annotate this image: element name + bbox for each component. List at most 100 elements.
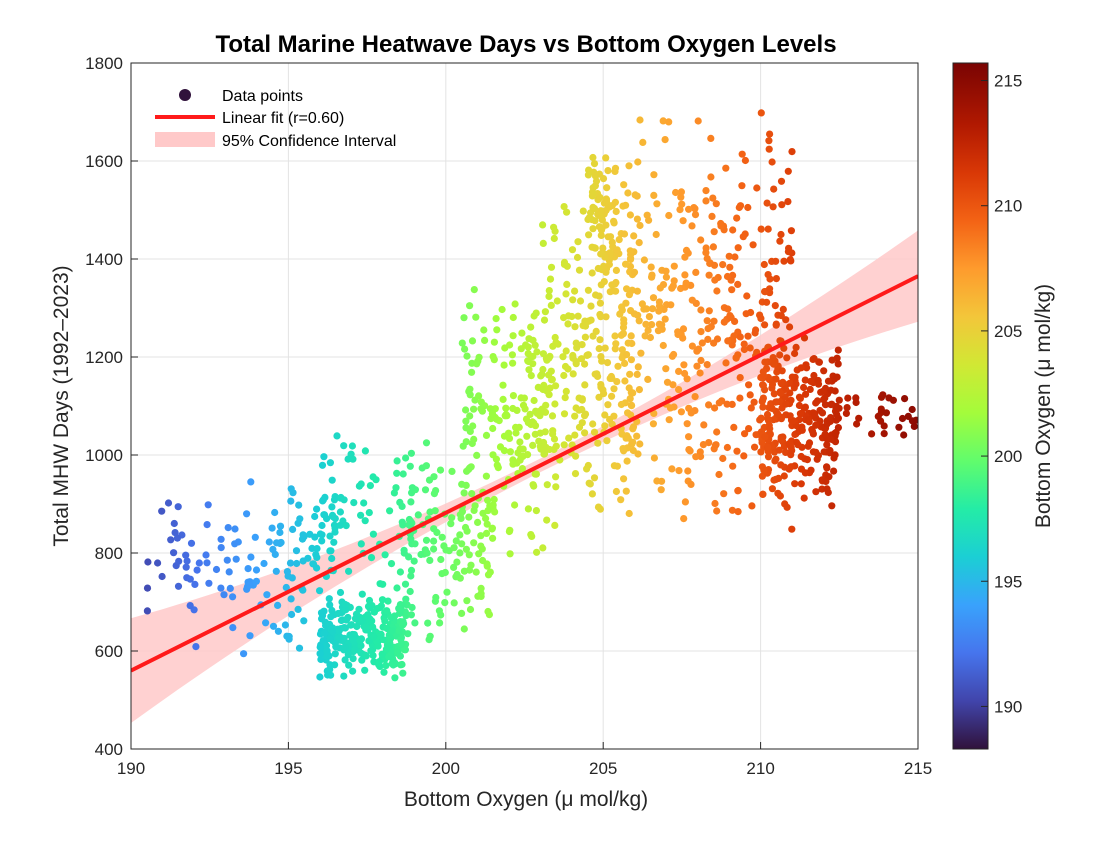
data-point bbox=[426, 556, 434, 565]
data-point bbox=[722, 359, 730, 367]
data-point bbox=[597, 207, 605, 215]
data-point bbox=[554, 340, 562, 348]
data-point bbox=[821, 401, 830, 409]
data-point bbox=[765, 145, 773, 153]
data-point bbox=[634, 450, 642, 458]
data-point bbox=[703, 317, 711, 325]
data-point bbox=[397, 636, 405, 644]
data-point bbox=[486, 568, 494, 576]
data-point bbox=[650, 171, 658, 179]
data-point bbox=[581, 317, 589, 325]
data-point bbox=[794, 441, 802, 449]
data-point bbox=[456, 531, 464, 539]
data-point bbox=[853, 420, 861, 428]
data-point bbox=[391, 674, 399, 682]
data-point bbox=[513, 406, 521, 414]
data-point bbox=[309, 560, 318, 568]
data-point bbox=[430, 525, 438, 533]
data-point bbox=[475, 353, 483, 361]
data-point bbox=[295, 501, 303, 509]
data-point bbox=[640, 256, 649, 264]
data-point bbox=[571, 323, 579, 331]
data-point bbox=[589, 191, 597, 199]
data-point bbox=[441, 599, 449, 607]
data-point bbox=[691, 393, 699, 401]
data-point bbox=[405, 521, 413, 529]
data-point bbox=[313, 505, 321, 513]
data-point bbox=[635, 317, 643, 325]
data-point bbox=[203, 559, 211, 567]
data-point bbox=[469, 422, 477, 430]
data-point bbox=[637, 349, 645, 357]
colorbar-tick-label: 215 bbox=[994, 72, 1022, 91]
data-point bbox=[560, 371, 568, 380]
data-point bbox=[144, 558, 152, 566]
data-point bbox=[340, 624, 348, 632]
y-tick-label: 1200 bbox=[85, 348, 123, 367]
data-point bbox=[772, 320, 780, 328]
data-point bbox=[395, 627, 403, 635]
data-point bbox=[287, 595, 295, 603]
data-point bbox=[597, 231, 605, 239]
data-point bbox=[633, 287, 642, 295]
data-point bbox=[342, 522, 350, 530]
data-point bbox=[601, 344, 609, 352]
data-point bbox=[437, 555, 445, 564]
data-point bbox=[225, 568, 233, 576]
data-point bbox=[319, 497, 327, 505]
data-point bbox=[868, 430, 876, 438]
data-point bbox=[636, 221, 644, 230]
data-point bbox=[612, 340, 620, 348]
data-point bbox=[340, 442, 348, 450]
data-point bbox=[393, 584, 401, 592]
data-point bbox=[786, 412, 794, 420]
data-point bbox=[889, 396, 898, 404]
data-point bbox=[331, 650, 339, 658]
data-point bbox=[624, 339, 632, 347]
data-point bbox=[369, 623, 377, 631]
data-point bbox=[545, 391, 553, 399]
data-point bbox=[356, 637, 364, 645]
data-point bbox=[311, 512, 319, 521]
data-point bbox=[407, 566, 416, 575]
data-point bbox=[457, 514, 465, 523]
data-point bbox=[720, 318, 728, 326]
data-point bbox=[602, 154, 610, 162]
data-point bbox=[306, 530, 314, 538]
data-point bbox=[170, 519, 178, 528]
data-point bbox=[601, 411, 609, 419]
data-point bbox=[757, 314, 765, 322]
data-point bbox=[402, 595, 410, 603]
data-point bbox=[465, 513, 473, 521]
data-point bbox=[397, 605, 405, 613]
data-point bbox=[316, 643, 324, 651]
data-point bbox=[650, 191, 658, 199]
data-point bbox=[462, 417, 470, 425]
data-point bbox=[382, 645, 390, 653]
data-point bbox=[626, 395, 634, 403]
data-point bbox=[713, 507, 721, 515]
data-point bbox=[289, 525, 297, 534]
data-point bbox=[532, 507, 541, 515]
data-point bbox=[167, 536, 175, 544]
colorbar-gradient bbox=[952, 62, 989, 750]
data-point bbox=[389, 661, 397, 669]
data-point bbox=[908, 417, 917, 425]
data-point bbox=[590, 160, 599, 168]
data-point bbox=[661, 136, 669, 144]
data-point bbox=[633, 215, 642, 223]
data-point bbox=[328, 476, 336, 484]
data-point bbox=[479, 556, 487, 565]
data-point bbox=[299, 557, 307, 565]
data-point bbox=[508, 351, 516, 359]
data-point bbox=[669, 381, 677, 389]
data-point bbox=[738, 150, 746, 158]
data-point bbox=[797, 465, 806, 473]
data-point bbox=[361, 517, 369, 525]
data-point bbox=[540, 444, 548, 452]
data-point bbox=[527, 372, 535, 380]
data-point bbox=[571, 431, 579, 439]
data-point bbox=[313, 545, 321, 553]
data-point bbox=[164, 499, 173, 507]
data-point bbox=[340, 672, 348, 680]
